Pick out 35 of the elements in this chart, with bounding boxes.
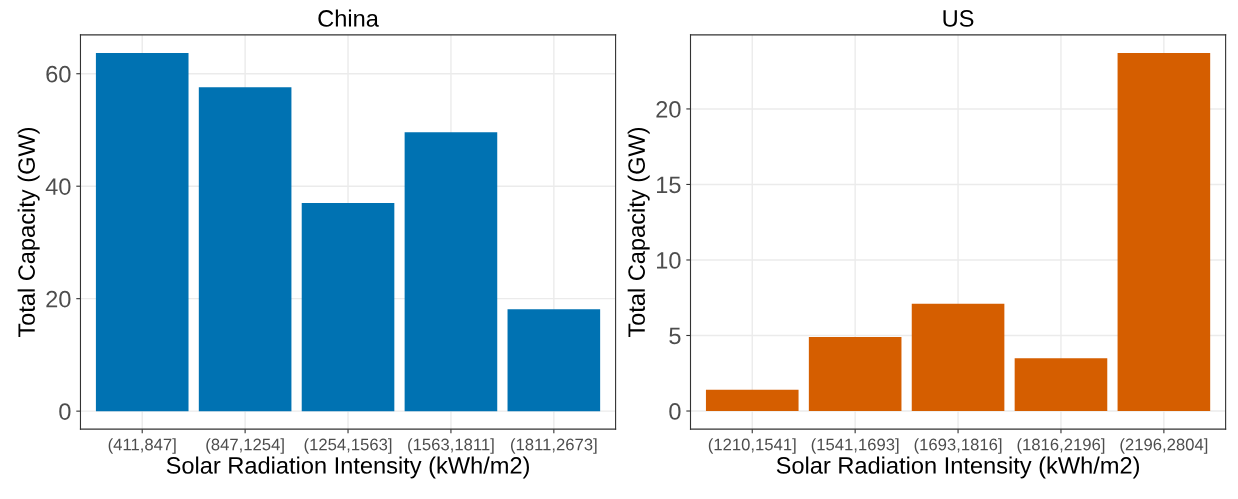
y-tick-label: 0 bbox=[59, 403, 71, 420]
y-tick-label: 60 bbox=[46, 65, 71, 83]
x-tick-label: (411,847] bbox=[108, 438, 176, 454]
x-tick-label: (1541,1693] bbox=[811, 438, 899, 454]
y-tick-label: 20 bbox=[46, 290, 71, 308]
x-tick-label: (1693,1816] bbox=[914, 438, 1002, 454]
y-tick-label: 10 bbox=[657, 252, 681, 269]
bar bbox=[198, 87, 292, 412]
y-tick-label: 5 bbox=[669, 327, 681, 345]
bar bbox=[911, 303, 1005, 412]
y-tick-label: 15 bbox=[657, 176, 681, 194]
y-tick-label: 20 bbox=[656, 101, 681, 118]
x-tick-label: (1811,2673] bbox=[511, 438, 597, 454]
y-axis-title: Total Capacity (GW) bbox=[627, 127, 650, 338]
y-tick-label: 0 bbox=[669, 403, 681, 420]
bar bbox=[1117, 53, 1211, 412]
x-axis-title: Solar Radiation Intensity (kWh/m2) bbox=[166, 456, 529, 479]
y-tick-label: 40 bbox=[45, 178, 71, 195]
bar bbox=[808, 337, 902, 412]
x-tick-label: (1816,2196] bbox=[1017, 438, 1105, 454]
x-tick-label: (1563,1811] bbox=[408, 438, 494, 454]
y-axis-title: Total Capacity (GW) bbox=[17, 127, 40, 338]
x-axis-title: Solar Radiation Intensity (kWh/m2) bbox=[776, 456, 1139, 479]
bar bbox=[301, 203, 395, 412]
bar bbox=[95, 52, 189, 412]
bar bbox=[507, 309, 601, 412]
bar bbox=[1014, 358, 1108, 412]
chart-title: China bbox=[318, 9, 379, 27]
x-tick-label: (2196,2804] bbox=[1120, 438, 1208, 454]
x-tick-label: (1254,1563] bbox=[304, 438, 392, 454]
x-tick-label: (847,1254] bbox=[206, 438, 284, 454]
chart-title: US bbox=[943, 10, 974, 27]
bar bbox=[705, 389, 799, 412]
x-tick-label: (1210,1541] bbox=[708, 438, 796, 454]
bar bbox=[404, 132, 498, 412]
